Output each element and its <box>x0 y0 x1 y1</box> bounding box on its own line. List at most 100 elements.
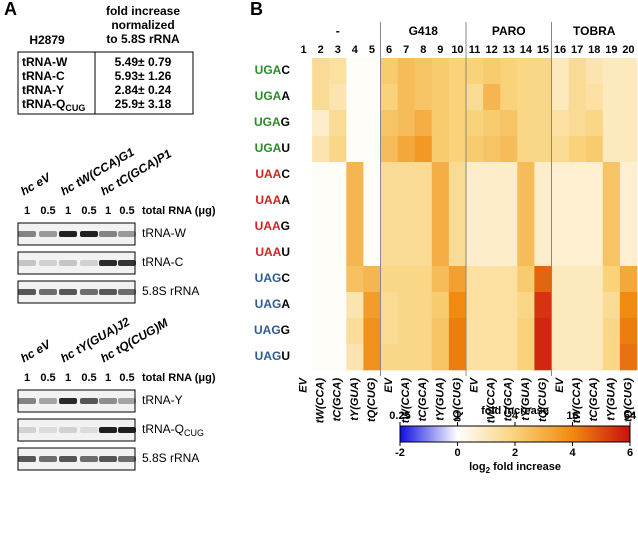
heat-cell <box>585 136 604 163</box>
strain-label: hc eV <box>18 337 54 366</box>
column-number: 10 <box>451 44 463 56</box>
heat-cell <box>500 58 518 85</box>
group-label: - <box>336 24 340 38</box>
heat-cell <box>431 240 450 267</box>
heat-cell <box>483 240 501 267</box>
heat-cell <box>363 318 381 345</box>
heat-cell <box>602 214 621 241</box>
heat-cell <box>295 318 313 345</box>
heat-cell <box>619 188 638 215</box>
group-label: TOBRA <box>573 24 616 38</box>
heat-cell <box>466 136 484 163</box>
heat-cell <box>602 110 621 137</box>
heat-cell <box>329 344 347 371</box>
heat-cell <box>466 318 484 345</box>
column-label: tC(GCA) <box>588 378 600 422</box>
band-label-main: tRNA-Y <box>142 393 183 407</box>
heat-cell <box>483 110 501 137</box>
heat-cell <box>619 266 638 293</box>
group-label: G418 <box>409 24 439 38</box>
heat-cell <box>363 214 381 241</box>
blot-band <box>99 427 117 433</box>
band-label-main: 5.8S rRNA <box>142 451 199 465</box>
table-box <box>17 51 194 115</box>
heat-cell <box>397 292 415 319</box>
trna-name-main: tRNA-Q <box>22 97 65 111</box>
heat-cell <box>312 110 330 137</box>
log-tick-label: 0 <box>454 447 460 459</box>
heat-cell <box>585 58 604 85</box>
codon: UAG <box>254 323 281 337</box>
lane-amount: 0.5 <box>81 205 96 217</box>
blot-band <box>18 456 36 462</box>
lane-amount: 1 <box>65 372 71 384</box>
heat-cell <box>295 214 313 241</box>
heat-cell <box>483 344 501 371</box>
column-label: tQ(CUG) <box>537 378 549 422</box>
fold-tick-label: 0.25 <box>389 410 410 422</box>
lane-amount: 0.5 <box>119 372 134 384</box>
heat-cell <box>431 292 450 319</box>
heat-cell <box>448 84 467 111</box>
label-part: fold increase <box>490 461 561 473</box>
heat-cell <box>329 214 347 241</box>
heat-cell <box>551 162 569 189</box>
heat-cell <box>431 188 450 215</box>
column-number: 5 <box>369 44 375 56</box>
blot-band <box>39 427 57 433</box>
codon-base: C <box>281 271 290 285</box>
codon-base: A <box>281 193 290 207</box>
heat-cell <box>500 84 518 111</box>
codon-base: G <box>281 219 290 233</box>
heat-cell <box>534 58 552 85</box>
heat-cell <box>517 188 535 215</box>
heat-cell <box>466 162 484 189</box>
heat-cell <box>500 292 518 319</box>
heat-cell <box>568 136 586 163</box>
column-number: 15 <box>537 44 549 56</box>
codon-base: U <box>281 245 290 259</box>
heat-cell <box>483 162 501 189</box>
blot-band <box>80 456 98 462</box>
blot-band <box>39 289 57 295</box>
heat-cell <box>534 162 552 189</box>
heat-cell <box>619 162 638 189</box>
heat-cell <box>380 292 398 319</box>
lane-amount: 1 <box>24 205 30 217</box>
heat-cell <box>312 292 330 319</box>
heat-cell <box>585 266 604 293</box>
heat-cell <box>346 162 364 189</box>
blot-band <box>39 260 57 266</box>
heat-cell <box>483 84 501 111</box>
lane-amount: 0.5 <box>81 372 96 384</box>
heat-cell <box>568 344 586 371</box>
column-label: tY(GUA) <box>605 378 617 421</box>
heat-cell <box>517 292 535 319</box>
heat-cell <box>551 292 569 319</box>
trna-name-sub: CUG <box>65 103 85 113</box>
codon: UGA <box>255 63 282 77</box>
heat-cell <box>568 292 586 319</box>
heat-cell <box>397 188 415 215</box>
heat-cell <box>329 162 347 189</box>
blot-band <box>59 231 77 237</box>
heat-cell <box>568 84 586 111</box>
column-number: 1 <box>300 44 306 56</box>
band-label-main: tRNA-Q <box>142 422 184 436</box>
blot-band <box>18 398 36 404</box>
column-label: tC(GCA) <box>503 378 515 422</box>
heat-cell <box>551 266 569 293</box>
heat-cell <box>602 188 621 215</box>
column-label: EV <box>554 376 566 392</box>
column-label: EV <box>297 376 309 392</box>
heat-cell <box>312 58 330 85</box>
heat-cell <box>414 318 433 345</box>
column-label: tW(CCA) <box>486 378 498 424</box>
heat-cell <box>500 136 518 163</box>
codon-label: UGAG <box>254 115 290 129</box>
heat-cell <box>500 344 518 371</box>
heat-cell <box>517 344 535 371</box>
heat-cell <box>380 344 398 371</box>
column-label: tY(GUA) <box>434 378 446 421</box>
heat-cell <box>585 214 604 241</box>
